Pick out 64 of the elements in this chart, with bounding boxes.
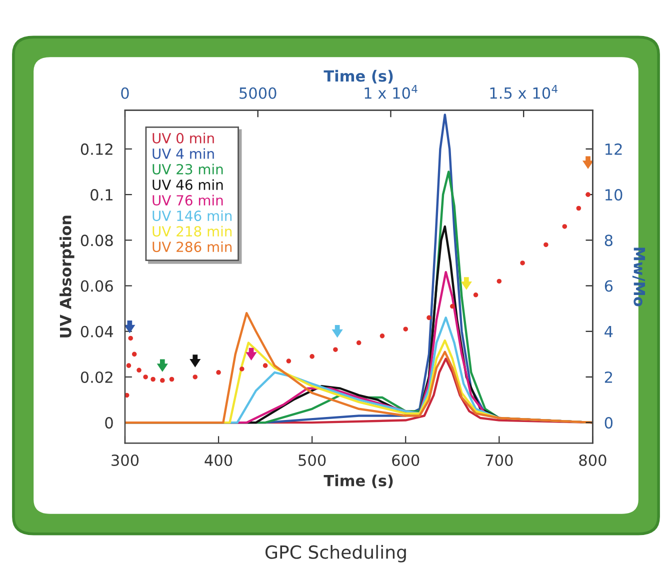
text: UV 286 min	[152, 241, 232, 252]
text: GPC Scheduling	[266, 544, 406, 562]
y-tick-label: 0	[105, 417, 113, 429]
x-tick-label: 500	[298, 454, 326, 466]
y-tick-label: 0.1	[90, 189, 112, 201]
point	[544, 242, 548, 248]
point	[310, 354, 314, 359]
y2-tick-label: 10	[605, 189, 622, 201]
point	[169, 376, 174, 382]
text: UV 4 min	[152, 148, 214, 159]
text: UV 76 min	[152, 194, 223, 206]
point	[192, 374, 198, 380]
point	[150, 376, 156, 382]
point	[520, 260, 525, 266]
y2-tick-label: 6	[604, 280, 613, 292]
x2-tick-label: 5000	[240, 87, 276, 99]
y-tick-label: 0.06	[80, 280, 113, 292]
y2-tick-label: 0	[604, 417, 613, 429]
y-tick-label: 0.02	[80, 371, 112, 383]
x2-tick-label: 0	[121, 87, 129, 99]
point	[496, 278, 502, 284]
text: UV 146 min	[152, 210, 232, 222]
point	[262, 363, 268, 368]
x-tick-label: 800	[579, 454, 606, 466]
x2-tick-label: 1 x 10$^{4}$	[364, 84, 418, 99]
text: UV 23 min	[152, 164, 223, 174]
point	[333, 347, 338, 352]
x2-axis-title: Time (s)	[324, 70, 393, 84]
point	[160, 378, 165, 383]
x2-tick-label: 1.5 x 10$^{4}$	[490, 84, 558, 99]
y-tick-label: 0.08	[80, 234, 113, 246]
y2-tick-label: 2	[604, 371, 612, 383]
x-tick-label: 400	[204, 454, 232, 466]
y-tick-label: 0.12	[80, 143, 112, 155]
point	[586, 192, 590, 197]
point	[473, 292, 478, 298]
text: UV 46 min	[152, 179, 223, 190]
point	[562, 224, 568, 229]
point	[240, 366, 244, 372]
point	[126, 363, 132, 368]
point	[286, 358, 292, 364]
point	[576, 206, 582, 211]
text: UV 218 min	[152, 226, 232, 237]
y2-tick-label: 4	[604, 326, 613, 338]
point	[450, 304, 455, 309]
point	[128, 336, 133, 341]
y2-axis-title: Mw/Mo	[632, 248, 646, 306]
x-tick-label: 600	[392, 454, 420, 466]
point	[403, 326, 408, 332]
y2-tick-label: 8	[604, 234, 612, 246]
point	[356, 340, 362, 346]
point	[143, 374, 148, 380]
y-tick-label: 0.04	[80, 326, 114, 338]
point	[132, 352, 137, 357]
y2-tick-label: 12	[605, 143, 622, 155]
x-tick-label: 700	[486, 454, 513, 466]
point	[426, 315, 432, 320]
y-axis-title: UV Absorption	[60, 216, 74, 338]
text: UV 0 min	[152, 132, 214, 144]
x-tick-label: 300	[112, 454, 139, 466]
point	[216, 370, 221, 375]
point	[380, 334, 385, 338]
point	[136, 368, 142, 373]
x-axis-title: Time (s)	[324, 474, 393, 488]
